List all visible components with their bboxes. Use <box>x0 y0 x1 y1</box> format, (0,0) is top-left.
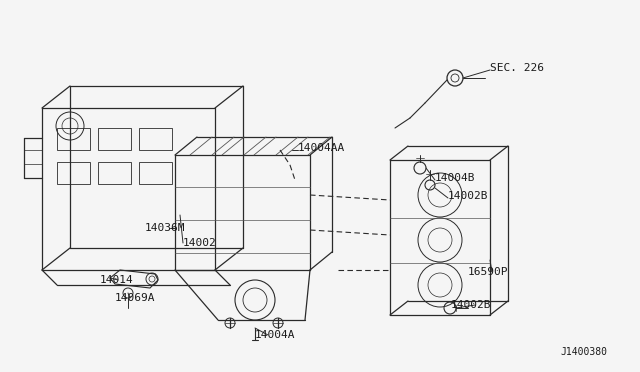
Bar <box>57 128 90 150</box>
Text: 14002B: 14002B <box>448 191 488 201</box>
Bar <box>98 162 131 184</box>
Text: 14069A: 14069A <box>115 293 156 303</box>
Text: J1400380: J1400380 <box>560 347 607 357</box>
Bar <box>139 128 172 150</box>
Bar <box>57 162 90 184</box>
Text: 14036M: 14036M <box>145 223 186 233</box>
Text: 14004A: 14004A <box>255 330 296 340</box>
Bar <box>98 128 131 150</box>
Text: SEC. 226: SEC. 226 <box>490 63 544 73</box>
Text: 14004AA: 14004AA <box>298 143 345 153</box>
Text: 14002B: 14002B <box>451 300 492 310</box>
Text: 14014: 14014 <box>100 275 134 285</box>
Bar <box>139 162 172 184</box>
Text: 14002: 14002 <box>183 238 217 248</box>
Text: 16590P: 16590P <box>468 267 509 277</box>
Text: 14004B: 14004B <box>435 173 476 183</box>
